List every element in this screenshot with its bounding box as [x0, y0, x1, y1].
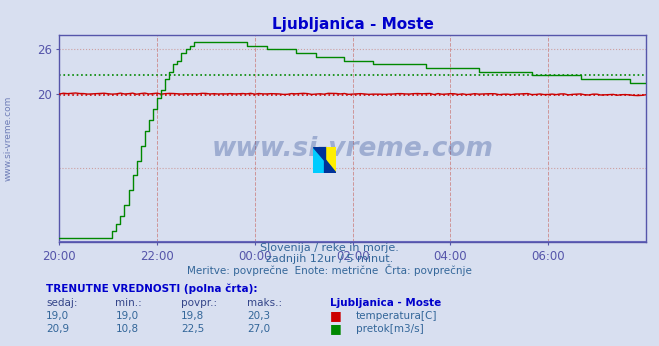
- Text: sedaj:: sedaj:: [46, 298, 78, 308]
- Text: Slovenija / reke in morje.: Slovenija / reke in morje.: [260, 243, 399, 253]
- Text: pretok[m3/s]: pretok[m3/s]: [356, 324, 424, 334]
- Text: Ljubljanica - Moste: Ljubljanica - Moste: [330, 298, 441, 308]
- Text: min.:: min.:: [115, 298, 142, 308]
- Text: 19,8: 19,8: [181, 311, 204, 321]
- Text: www.si-vreme.com: www.si-vreme.com: [212, 136, 494, 162]
- Text: 19,0: 19,0: [46, 311, 69, 321]
- Text: ■: ■: [330, 322, 341, 335]
- Text: povpr.:: povpr.:: [181, 298, 217, 308]
- Text: maks.:: maks.:: [247, 298, 282, 308]
- Text: temperatura[C]: temperatura[C]: [356, 311, 438, 321]
- Polygon shape: [325, 159, 336, 173]
- Bar: [313, 147, 325, 173]
- Polygon shape: [313, 147, 325, 161]
- Text: 22,5: 22,5: [181, 324, 204, 334]
- Text: 27,0: 27,0: [247, 324, 270, 334]
- Text: 10,8: 10,8: [115, 324, 138, 334]
- Text: www.si-vreme.com: www.si-vreme.com: [3, 96, 13, 181]
- Title: Ljubljanica - Moste: Ljubljanica - Moste: [272, 17, 434, 32]
- Text: ▲: ▲: [0, 345, 1, 346]
- Text: zadnjih 12ur / 5 minut.: zadnjih 12ur / 5 minut.: [266, 254, 393, 264]
- Text: 19,0: 19,0: [115, 311, 138, 321]
- Bar: [325, 147, 336, 173]
- Text: 20,3: 20,3: [247, 311, 270, 321]
- Text: 20,9: 20,9: [46, 324, 69, 334]
- Text: Meritve: povprečne  Enote: metrične  Črta: povprečnje: Meritve: povprečne Enote: metrične Črta:…: [187, 264, 472, 276]
- Text: ■: ■: [330, 309, 341, 322]
- Text: TRENUTNE VREDNOSTI (polna črta):: TRENUTNE VREDNOSTI (polna črta):: [46, 284, 258, 294]
